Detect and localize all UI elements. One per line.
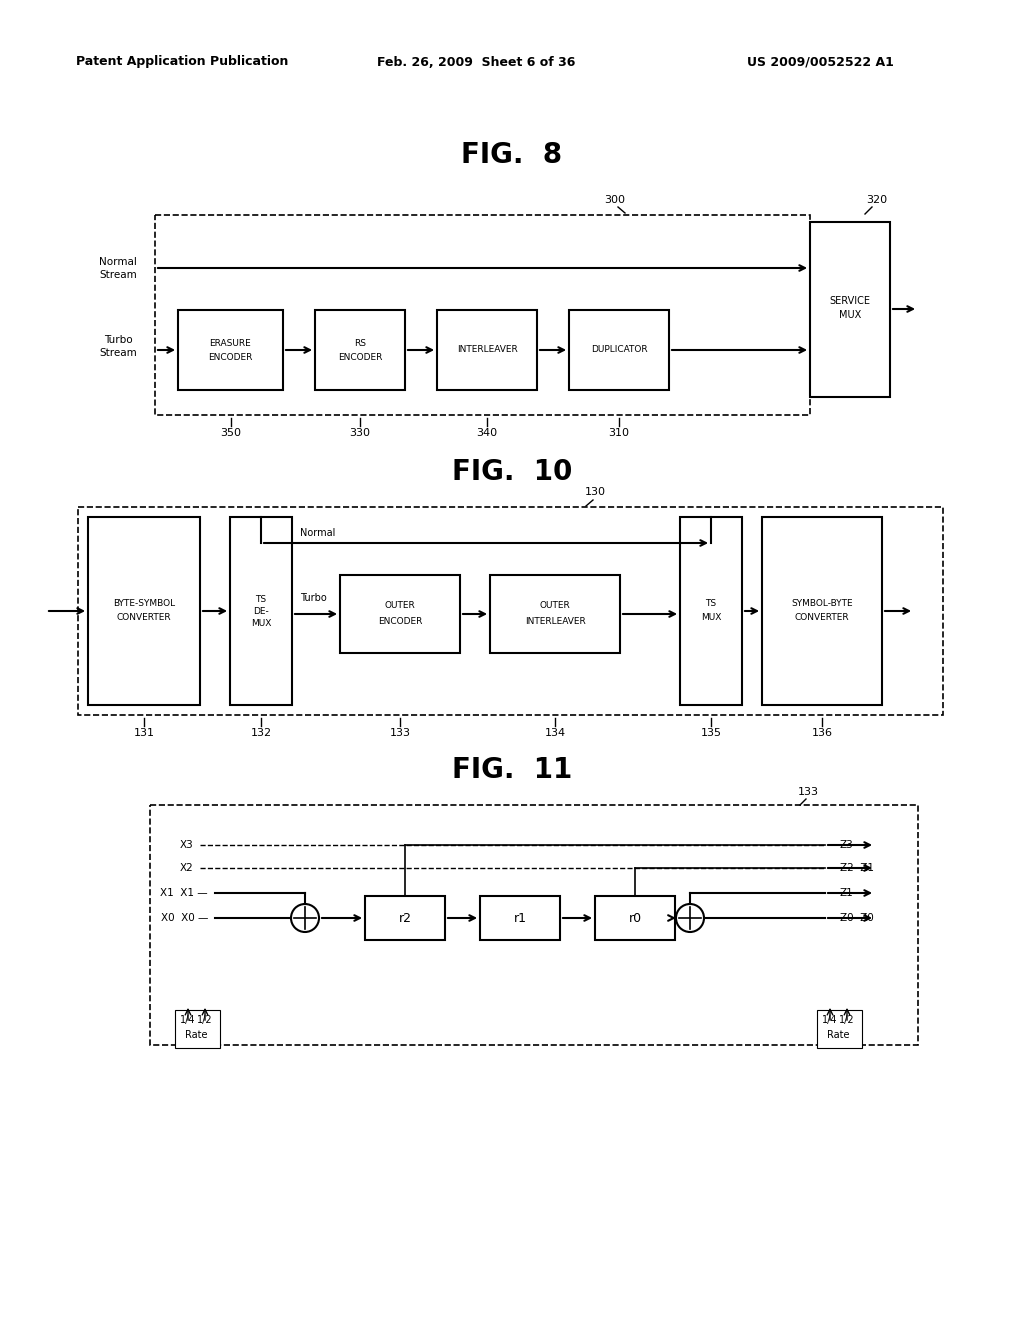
Text: X2: X2 <box>179 863 193 873</box>
Text: US 2009/0052522 A1: US 2009/0052522 A1 <box>746 55 893 69</box>
Text: 131: 131 <box>133 729 155 738</box>
Text: Feb. 26, 2009  Sheet 6 of 36: Feb. 26, 2009 Sheet 6 of 36 <box>377 55 575 69</box>
Text: MUX: MUX <box>839 310 861 321</box>
Text: Stream: Stream <box>99 348 137 358</box>
Text: INTERLEAVER: INTERLEAVER <box>524 616 586 626</box>
Text: BYTE-SYMBOL: BYTE-SYMBOL <box>113 599 175 609</box>
Text: 350: 350 <box>220 428 241 438</box>
Text: 133: 133 <box>798 787 818 797</box>
Text: 330: 330 <box>349 428 371 438</box>
Bar <box>178 310 283 389</box>
Text: MUX: MUX <box>251 619 271 627</box>
Text: FIG.  10: FIG. 10 <box>452 458 572 486</box>
Text: 136: 136 <box>811 729 833 738</box>
Bar <box>340 576 460 653</box>
Bar <box>817 1010 862 1048</box>
Text: Rate: Rate <box>184 1030 207 1040</box>
Bar <box>437 310 537 389</box>
Text: 134: 134 <box>545 729 565 738</box>
Text: Normal: Normal <box>300 528 336 539</box>
Text: Z3: Z3 <box>840 840 854 850</box>
Text: 300: 300 <box>604 195 626 205</box>
Text: OUTER: OUTER <box>385 602 416 610</box>
Text: OUTER: OUTER <box>540 602 570 610</box>
Text: 130: 130 <box>585 487 605 498</box>
Text: TS: TS <box>255 594 266 603</box>
Text: ERASURE: ERASURE <box>210 338 251 347</box>
Text: CONVERTER: CONVERTER <box>117 614 171 623</box>
Bar <box>490 576 620 653</box>
Text: Turbo: Turbo <box>300 593 327 603</box>
Bar <box>762 517 882 705</box>
Text: TS: TS <box>706 598 717 607</box>
Text: r0: r0 <box>629 912 642 924</box>
Bar <box>810 222 890 397</box>
Text: r2: r2 <box>398 912 412 924</box>
Text: Z2  Z1: Z2 Z1 <box>840 863 874 873</box>
Text: 133: 133 <box>389 729 411 738</box>
Text: 320: 320 <box>866 195 888 205</box>
Bar <box>680 517 742 705</box>
Bar <box>155 215 810 414</box>
Text: Turbo: Turbo <box>103 335 132 345</box>
Text: Rate: Rate <box>826 1030 849 1040</box>
Bar <box>569 310 669 389</box>
Text: MUX: MUX <box>700 612 721 622</box>
Bar <box>595 896 675 940</box>
Text: Z1: Z1 <box>840 888 854 898</box>
Text: 1/4: 1/4 <box>180 1015 196 1026</box>
Text: Stream: Stream <box>99 271 137 280</box>
Text: FIG.  8: FIG. 8 <box>462 141 562 169</box>
Bar <box>150 805 918 1045</box>
Text: X0  X0 —: X0 X0 — <box>161 913 208 923</box>
Bar <box>78 507 943 715</box>
Text: X1  X1 —: X1 X1 — <box>161 888 208 898</box>
Bar <box>365 896 445 940</box>
Text: CONVERTER: CONVERTER <box>795 614 849 623</box>
Text: 1/2: 1/2 <box>198 1015 213 1026</box>
Text: r1: r1 <box>513 912 526 924</box>
Text: ENCODER: ENCODER <box>378 616 422 626</box>
Text: DE-: DE- <box>253 606 269 615</box>
Text: 132: 132 <box>251 729 271 738</box>
Text: Patent Application Publication: Patent Application Publication <box>76 55 288 69</box>
Text: SYMBOL-BYTE: SYMBOL-BYTE <box>792 599 853 609</box>
Bar <box>175 1010 220 1048</box>
Bar <box>88 517 200 705</box>
Text: FIG.  11: FIG. 11 <box>452 756 572 784</box>
Text: 340: 340 <box>476 428 498 438</box>
Text: INTERLEAVER: INTERLEAVER <box>457 346 517 355</box>
Text: RS: RS <box>354 338 366 347</box>
Text: SERVICE: SERVICE <box>829 297 870 306</box>
Text: Normal: Normal <box>99 257 137 267</box>
Text: DUPLICATOR: DUPLICATOR <box>591 346 647 355</box>
Text: 1/4: 1/4 <box>822 1015 838 1026</box>
Text: Z0  Z0: Z0 Z0 <box>840 913 873 923</box>
Text: 1/2: 1/2 <box>840 1015 855 1026</box>
Text: 310: 310 <box>608 428 630 438</box>
Text: X3: X3 <box>179 840 193 850</box>
Text: ENCODER: ENCODER <box>338 352 382 362</box>
Bar <box>230 517 292 705</box>
Bar <box>480 896 560 940</box>
Text: ENCODER: ENCODER <box>208 352 253 362</box>
Text: 135: 135 <box>700 729 722 738</box>
Bar <box>315 310 406 389</box>
